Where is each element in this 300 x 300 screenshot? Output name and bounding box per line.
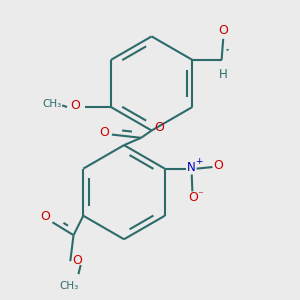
Text: +: +: [195, 157, 202, 166]
Text: O: O: [99, 127, 109, 140]
Text: CH₃: CH₃: [43, 99, 62, 110]
Text: O: O: [219, 24, 229, 37]
Text: O: O: [154, 121, 164, 134]
Text: O: O: [213, 159, 223, 172]
Text: O: O: [70, 99, 80, 112]
Text: O: O: [73, 254, 82, 267]
Text: O: O: [188, 191, 198, 204]
Text: O: O: [40, 210, 50, 223]
Text: ⁻: ⁻: [198, 190, 203, 201]
Text: CH₃: CH₃: [59, 280, 78, 290]
Text: H: H: [219, 68, 228, 81]
Text: N: N: [186, 160, 195, 173]
